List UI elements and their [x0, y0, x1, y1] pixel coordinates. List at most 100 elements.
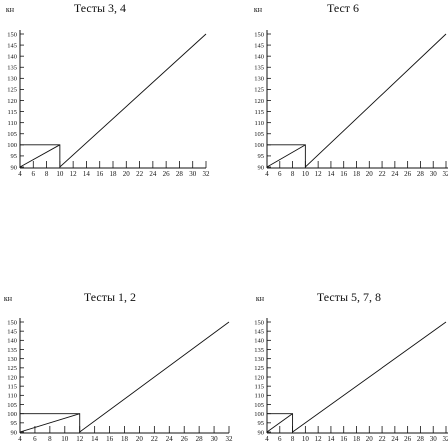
x-tick-label: 14: [327, 170, 335, 178]
y-tick-label: 140: [7, 53, 17, 60]
y-tick-label: 100: [7, 411, 17, 418]
y-tick-label: 130: [7, 76, 17, 83]
x-tick-label: 24: [391, 435, 399, 443]
y-tick-label: 130: [7, 356, 17, 363]
y-tick-label: 90: [258, 429, 265, 436]
y-tick-label: 115: [7, 109, 17, 116]
x-tick-label: 12: [76, 435, 84, 443]
y-tick-label: 95: [258, 420, 265, 427]
x-tick-label: 8: [48, 435, 52, 443]
x-tick-label: 4: [265, 170, 269, 178]
x-tick-label: 10: [302, 170, 310, 178]
x-tick-label: 18: [353, 170, 361, 178]
x-tick-label: 22: [151, 435, 159, 443]
x-tick-label: 8: [291, 170, 295, 178]
y-tick-label: 90: [258, 164, 265, 171]
y-tick-label: 100: [7, 142, 17, 149]
series-line-1: [20, 33, 207, 169]
x-tick-label: 4: [18, 170, 22, 178]
series-line-2: [266, 413, 293, 433]
x-tick-label: 28: [417, 435, 425, 443]
x-tick-label: 6: [32, 170, 36, 178]
y-tick-label: 95: [258, 153, 265, 160]
series-line-2: [19, 413, 80, 433]
x-tick-label: 32: [203, 170, 211, 178]
x-tick-label: 12: [315, 435, 323, 443]
x-tick-label: 6: [278, 435, 282, 443]
x-tick-label: 20: [366, 435, 374, 443]
series-line-2: [19, 144, 61, 168]
x-tick-label: 16: [340, 170, 348, 178]
x-tick-label: 12: [70, 170, 78, 178]
y-tick-label: 135: [7, 347, 17, 354]
x-tick-label: 12: [315, 170, 323, 178]
y-tick-label: 120: [7, 374, 17, 381]
x-tick-label: 28: [176, 170, 184, 178]
x-tick-label: 14: [83, 170, 91, 178]
x-tick-label: 32: [443, 435, 448, 443]
series-line-1: [20, 321, 230, 433]
x-tick-label: 24: [391, 170, 399, 178]
x-tick-label: 24: [149, 170, 157, 178]
x-tick-label: 8: [45, 170, 49, 178]
y-tick-label: 115: [254, 109, 264, 116]
y-tick-label: 135: [254, 347, 264, 354]
chart-panel-3: Тесты 1, 2 кн 150 145 140 135 130 125 120 115 110 1…: [4, 290, 233, 443]
y-axis-unit-label: кн: [6, 5, 15, 14]
x-tick-label: 32: [443, 170, 448, 178]
y-tick-label: 110: [254, 393, 264, 400]
x-tick-label: 24: [166, 435, 174, 443]
y-tick-label: 135: [7, 65, 17, 72]
x-tick-label: 20: [366, 170, 374, 178]
chart-panel-2: Тест 6 кн 150 145 140 135 130 125 120 115 110 105 10…: [254, 1, 448, 178]
x-tick-label: 14: [327, 435, 335, 443]
x-tick-label: 10: [61, 435, 69, 443]
y-tick-label: 145: [7, 42, 17, 49]
chart-panel-4: Тесты 5, 7, 8 кн 150 145 140 135 130 125 120 115 1…: [254, 290, 448, 443]
x-tick-label: 30: [189, 170, 197, 178]
y-tick-label: 125: [7, 87, 17, 94]
y-tick-label: 105: [7, 402, 17, 409]
x-tick-label: 4: [18, 435, 22, 443]
y-tick-label: 140: [254, 53, 264, 60]
y-axis-unit-label: кн: [256, 294, 265, 303]
x-tick-label: 26: [181, 435, 189, 443]
series-line-1: [267, 33, 447, 169]
y-tick-label: 150: [7, 31, 17, 38]
y-tick-label: 150: [254, 319, 264, 326]
x-tick-label: 18: [353, 435, 361, 443]
y-tick-label: 125: [254, 87, 264, 94]
chart-panel-1: Тесты 3, 4 кн 150 145 140 135 130 125 120 115 110 1…: [6, 1, 210, 178]
y-tick-label: 120: [254, 98, 264, 105]
x-tick-label: 18: [110, 170, 118, 178]
x-tick-label: 28: [196, 435, 204, 443]
y-tick-label: 110: [7, 393, 17, 400]
x-tick-label: 22: [136, 170, 144, 178]
x-tick-label: 20: [123, 170, 131, 178]
y-tick-label: 115: [254, 383, 264, 390]
y-tick-label: 95: [11, 420, 18, 427]
x-tick-label: 26: [404, 435, 412, 443]
chart-title: Тесты 3, 4: [74, 1, 126, 15]
x-tick-label: 28: [417, 170, 425, 178]
y-tick-label: 130: [254, 76, 264, 83]
y-tick-label: 140: [254, 338, 264, 345]
y-tick-label: 130: [254, 356, 264, 363]
x-tick-label: 6: [278, 170, 282, 178]
y-tick-label: 105: [7, 131, 17, 138]
y-axis-unit-label: кн: [254, 5, 263, 14]
y-tick-label: 115: [7, 383, 17, 390]
y-tick-label: 125: [7, 365, 17, 372]
y-tick-label: 125: [254, 365, 264, 372]
x-tick-label: 30: [211, 435, 219, 443]
y-tick-label: 120: [7, 98, 17, 105]
y-tick-label: 90: [11, 164, 18, 171]
x-tick-label: 16: [340, 435, 348, 443]
x-tick-label: 32: [226, 435, 234, 443]
y-tick-label: 145: [254, 328, 264, 335]
x-tick-label: 6: [33, 435, 37, 443]
x-tick-label: 20: [136, 435, 144, 443]
x-tick-label: 30: [430, 435, 438, 443]
x-tick-label: 26: [163, 170, 171, 178]
x-tick-label: 22: [379, 170, 387, 178]
